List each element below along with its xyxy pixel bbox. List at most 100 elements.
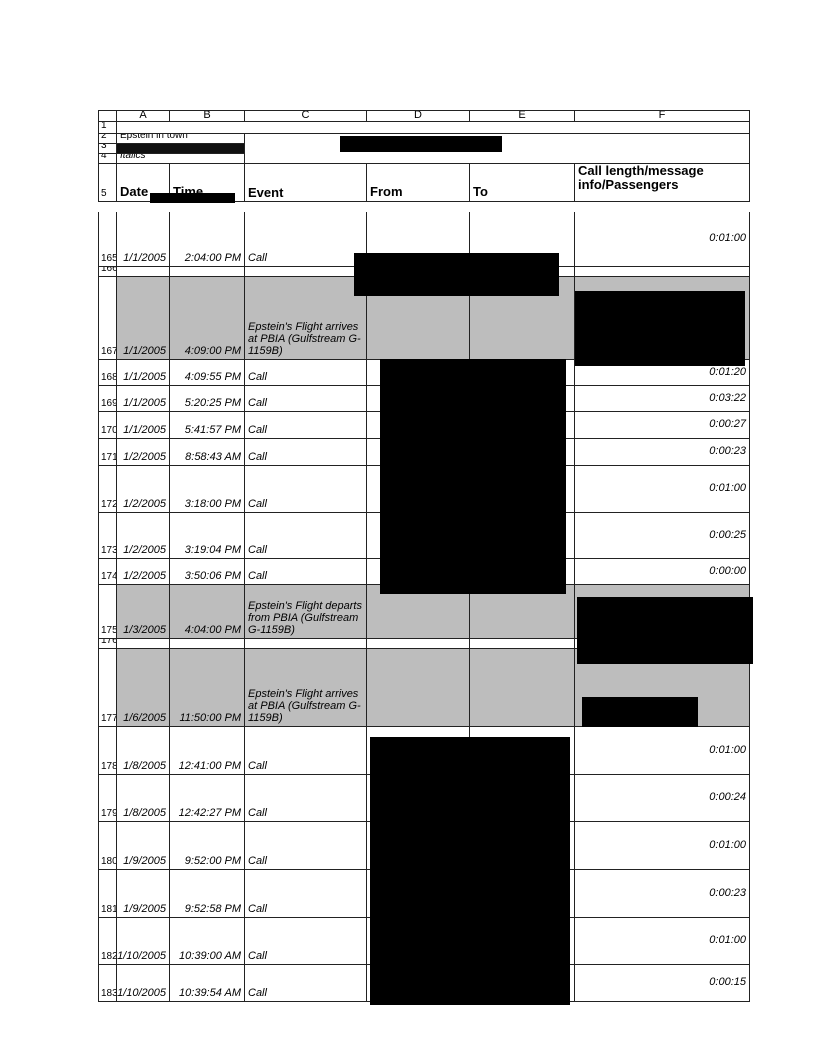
row-number: 178	[98, 727, 117, 774]
to-cell	[470, 649, 575, 726]
redaction	[582, 697, 698, 727]
info-cell: 0:00:25	[575, 513, 750, 558]
legend-in-town: Epstein in town	[117, 134, 245, 143]
row-number: 167	[98, 277, 117, 359]
event-cell: Call	[245, 212, 367, 266]
info-cell: 0:00:23	[575, 870, 750, 917]
to-cell	[470, 639, 575, 648]
row-number: 176	[98, 639, 117, 648]
row-number: 2	[98, 134, 117, 143]
time-cell: 3:19:04 PM	[170, 513, 245, 558]
legend-redacted	[117, 144, 245, 153]
corner-cell	[98, 111, 117, 121]
info-cell: 0:00:27	[575, 412, 750, 438]
date-cell	[117, 639, 170, 648]
from-cell	[367, 649, 470, 726]
col-f: F	[575, 111, 750, 121]
time-cell: 4:09:55 PM	[170, 360, 245, 385]
time-cell	[170, 639, 245, 648]
event-cell: Call	[245, 727, 367, 774]
redaction	[370, 737, 570, 1005]
column-header-row: A B C D E F	[98, 110, 750, 122]
date-cell: 1/1/2005	[117, 360, 170, 385]
date-cell: 1/8/2005	[117, 727, 170, 774]
to-cell	[470, 267, 575, 276]
time-cell: 10:39:54 AM	[170, 965, 245, 1001]
event-cell: Call	[245, 870, 367, 917]
date-cell: 1/1/2005	[117, 412, 170, 438]
date-cell: 1/2/2005	[117, 439, 170, 465]
row-number: 179	[98, 775, 117, 821]
to-cell	[470, 360, 575, 385]
col-e: E	[470, 111, 575, 121]
time-cell: 9:52:58 PM	[170, 870, 245, 917]
from-cell	[367, 639, 470, 648]
event-cell: Call	[245, 559, 367, 584]
to-cell	[470, 412, 575, 438]
event-cell: Call	[245, 360, 367, 385]
date-cell: 1/2/2005	[117, 466, 170, 512]
row-number: 174	[98, 559, 117, 584]
date-cell: 1/9/2005	[117, 870, 170, 917]
row-number: 180	[98, 822, 117, 869]
info-cell: 0:00:23	[575, 439, 750, 465]
info-cell: 0:03:22	[575, 386, 750, 411]
info-cell: 0:00:24	[575, 775, 750, 821]
date-cell: 1/2/2005	[117, 513, 170, 558]
redaction	[380, 359, 566, 594]
to-cell	[470, 559, 575, 584]
row-number: 4	[98, 154, 117, 163]
date-cell: 1/2/2005	[117, 559, 170, 584]
to-cell	[470, 386, 575, 411]
header-date: Date	[117, 164, 170, 201]
row-number: 181	[98, 870, 117, 917]
from-cell	[367, 212, 470, 266]
header-info: Call length/message info/Passengers	[575, 164, 750, 201]
time-cell: 5:20:25 PM	[170, 386, 245, 411]
legend-blank	[245, 134, 750, 164]
date-cell: 1/9/2005	[117, 822, 170, 869]
row-number: 170	[98, 412, 117, 438]
time-cell: 10:39:00 AM	[170, 918, 245, 964]
date-cell: 1/1/2005	[117, 212, 170, 266]
date-cell: 1/1/2005	[117, 386, 170, 411]
time-cell: 2:04:00 PM	[170, 212, 245, 266]
event-cell: Call	[245, 918, 367, 964]
info-cell: 0:01:00	[575, 918, 750, 964]
event-cell: Call	[245, 439, 367, 465]
event-cell: Call	[245, 965, 367, 1001]
event-cell	[245, 639, 367, 648]
time-cell: 3:18:00 PM	[170, 466, 245, 512]
to-cell	[470, 822, 575, 869]
time-cell: 12:41:00 PM	[170, 727, 245, 774]
date-cell: 1/10/2005	[117, 918, 170, 964]
row-number: 169	[98, 386, 117, 411]
event-cell: Call	[245, 775, 367, 821]
row-number: 177	[98, 649, 117, 726]
time-cell: 9:52:00 PM	[170, 822, 245, 869]
legend-italics: Italics	[117, 154, 245, 163]
time-cell: 12:42:27 PM	[170, 775, 245, 821]
date-cell: 1/6/2005	[117, 649, 170, 726]
event-cell: Epstein's Flight arrives at PBIA (Gulfst…	[245, 277, 367, 359]
table-row: 177 1/6/2005 11:50:00 PM Epstein's Flight a…	[98, 649, 750, 727]
time-cell: 4:04:00 PM	[170, 585, 245, 638]
title-cell	[117, 122, 750, 133]
date-cell: 1/8/2005	[117, 775, 170, 821]
to-cell	[470, 918, 575, 964]
event-cell: Epstein's Flight arrives at PBIA (Gulfst…	[245, 649, 367, 726]
info-cell	[575, 267, 750, 276]
event-cell: Call	[245, 822, 367, 869]
info-cell: 0:01:00	[575, 212, 750, 266]
col-a: A	[117, 111, 170, 121]
time-cell: 8:58:43 AM	[170, 439, 245, 465]
event-cell: Call	[245, 386, 367, 411]
to-cell	[470, 727, 575, 774]
row-number: 182	[98, 918, 117, 964]
to-cell	[470, 870, 575, 917]
to-cell	[470, 439, 575, 465]
info-cell: 0:00:00	[575, 559, 750, 584]
col-b: B	[170, 111, 245, 121]
date-cell: 1/1/2005	[117, 277, 170, 359]
time-cell: 3:50:06 PM	[170, 559, 245, 584]
